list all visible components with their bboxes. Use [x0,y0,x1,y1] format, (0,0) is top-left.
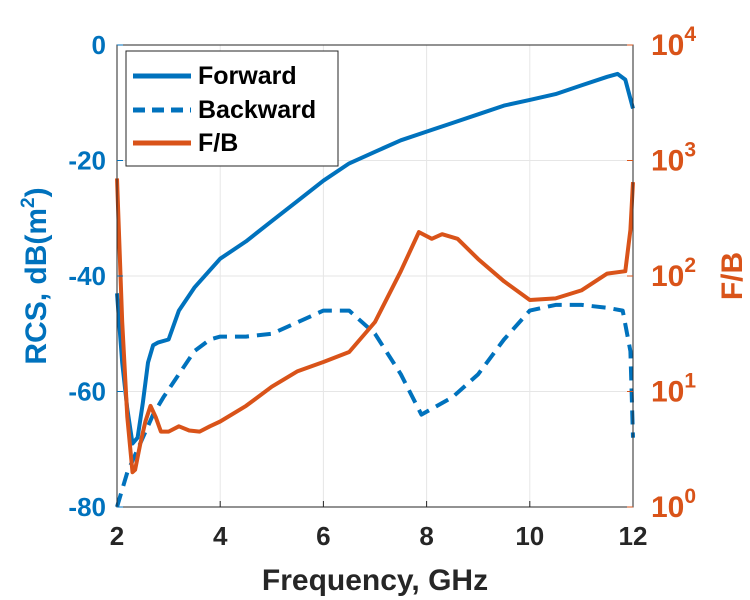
series-line-f-b [115,178,635,475]
tick-label-x: 8 [419,521,433,551]
legend: Forward Backward F/B [125,50,339,167]
tick-marks [116,44,634,508]
tick-label-x: 12 [619,521,648,551]
series-line-forward [115,71,635,446]
legend-label-forward: Forward [198,62,297,90]
tick-label-y-right: 101 [651,370,696,409]
legend-label-backward: Backward [198,96,316,124]
tick-label-y-right: 104 [651,23,696,62]
tick-label-x: 4 [213,521,228,551]
tick-label-x: 6 [316,521,330,551]
tick-label-x: 2 [110,521,124,551]
tick-label-y-left: -20 [68,146,106,176]
series-layer [115,71,635,508]
y-axis-left-label-close: ) [20,187,53,197]
tick-label-y-left: 0 [92,30,106,60]
x-axis-label: Frequency, GHz [262,564,488,597]
tick-label-y-left: -80 [68,492,106,522]
y-axis-left-label-text: RCS, dB(m [20,208,53,365]
tick-label-y-left: -40 [68,261,106,291]
legend-label-fb: F/B [198,129,238,157]
tick-label-y-right: 103 [651,139,696,178]
y-axis-left-label-sup: 2 [18,197,39,208]
tick-label-x: 10 [515,521,544,551]
tick-label-y-right: 100 [651,485,696,524]
tick-label-y-left: -60 [68,377,106,407]
tick-label-y-right: 102 [651,254,696,293]
y-axis-left-label: RCS, dB(m2) [18,187,53,364]
y-axis-right-label: F/B [716,252,749,300]
tick-labels: 2 4 6 8 10 12 0 -20 -40 -60 -80 104 103 102 101 100 [68,23,696,551]
